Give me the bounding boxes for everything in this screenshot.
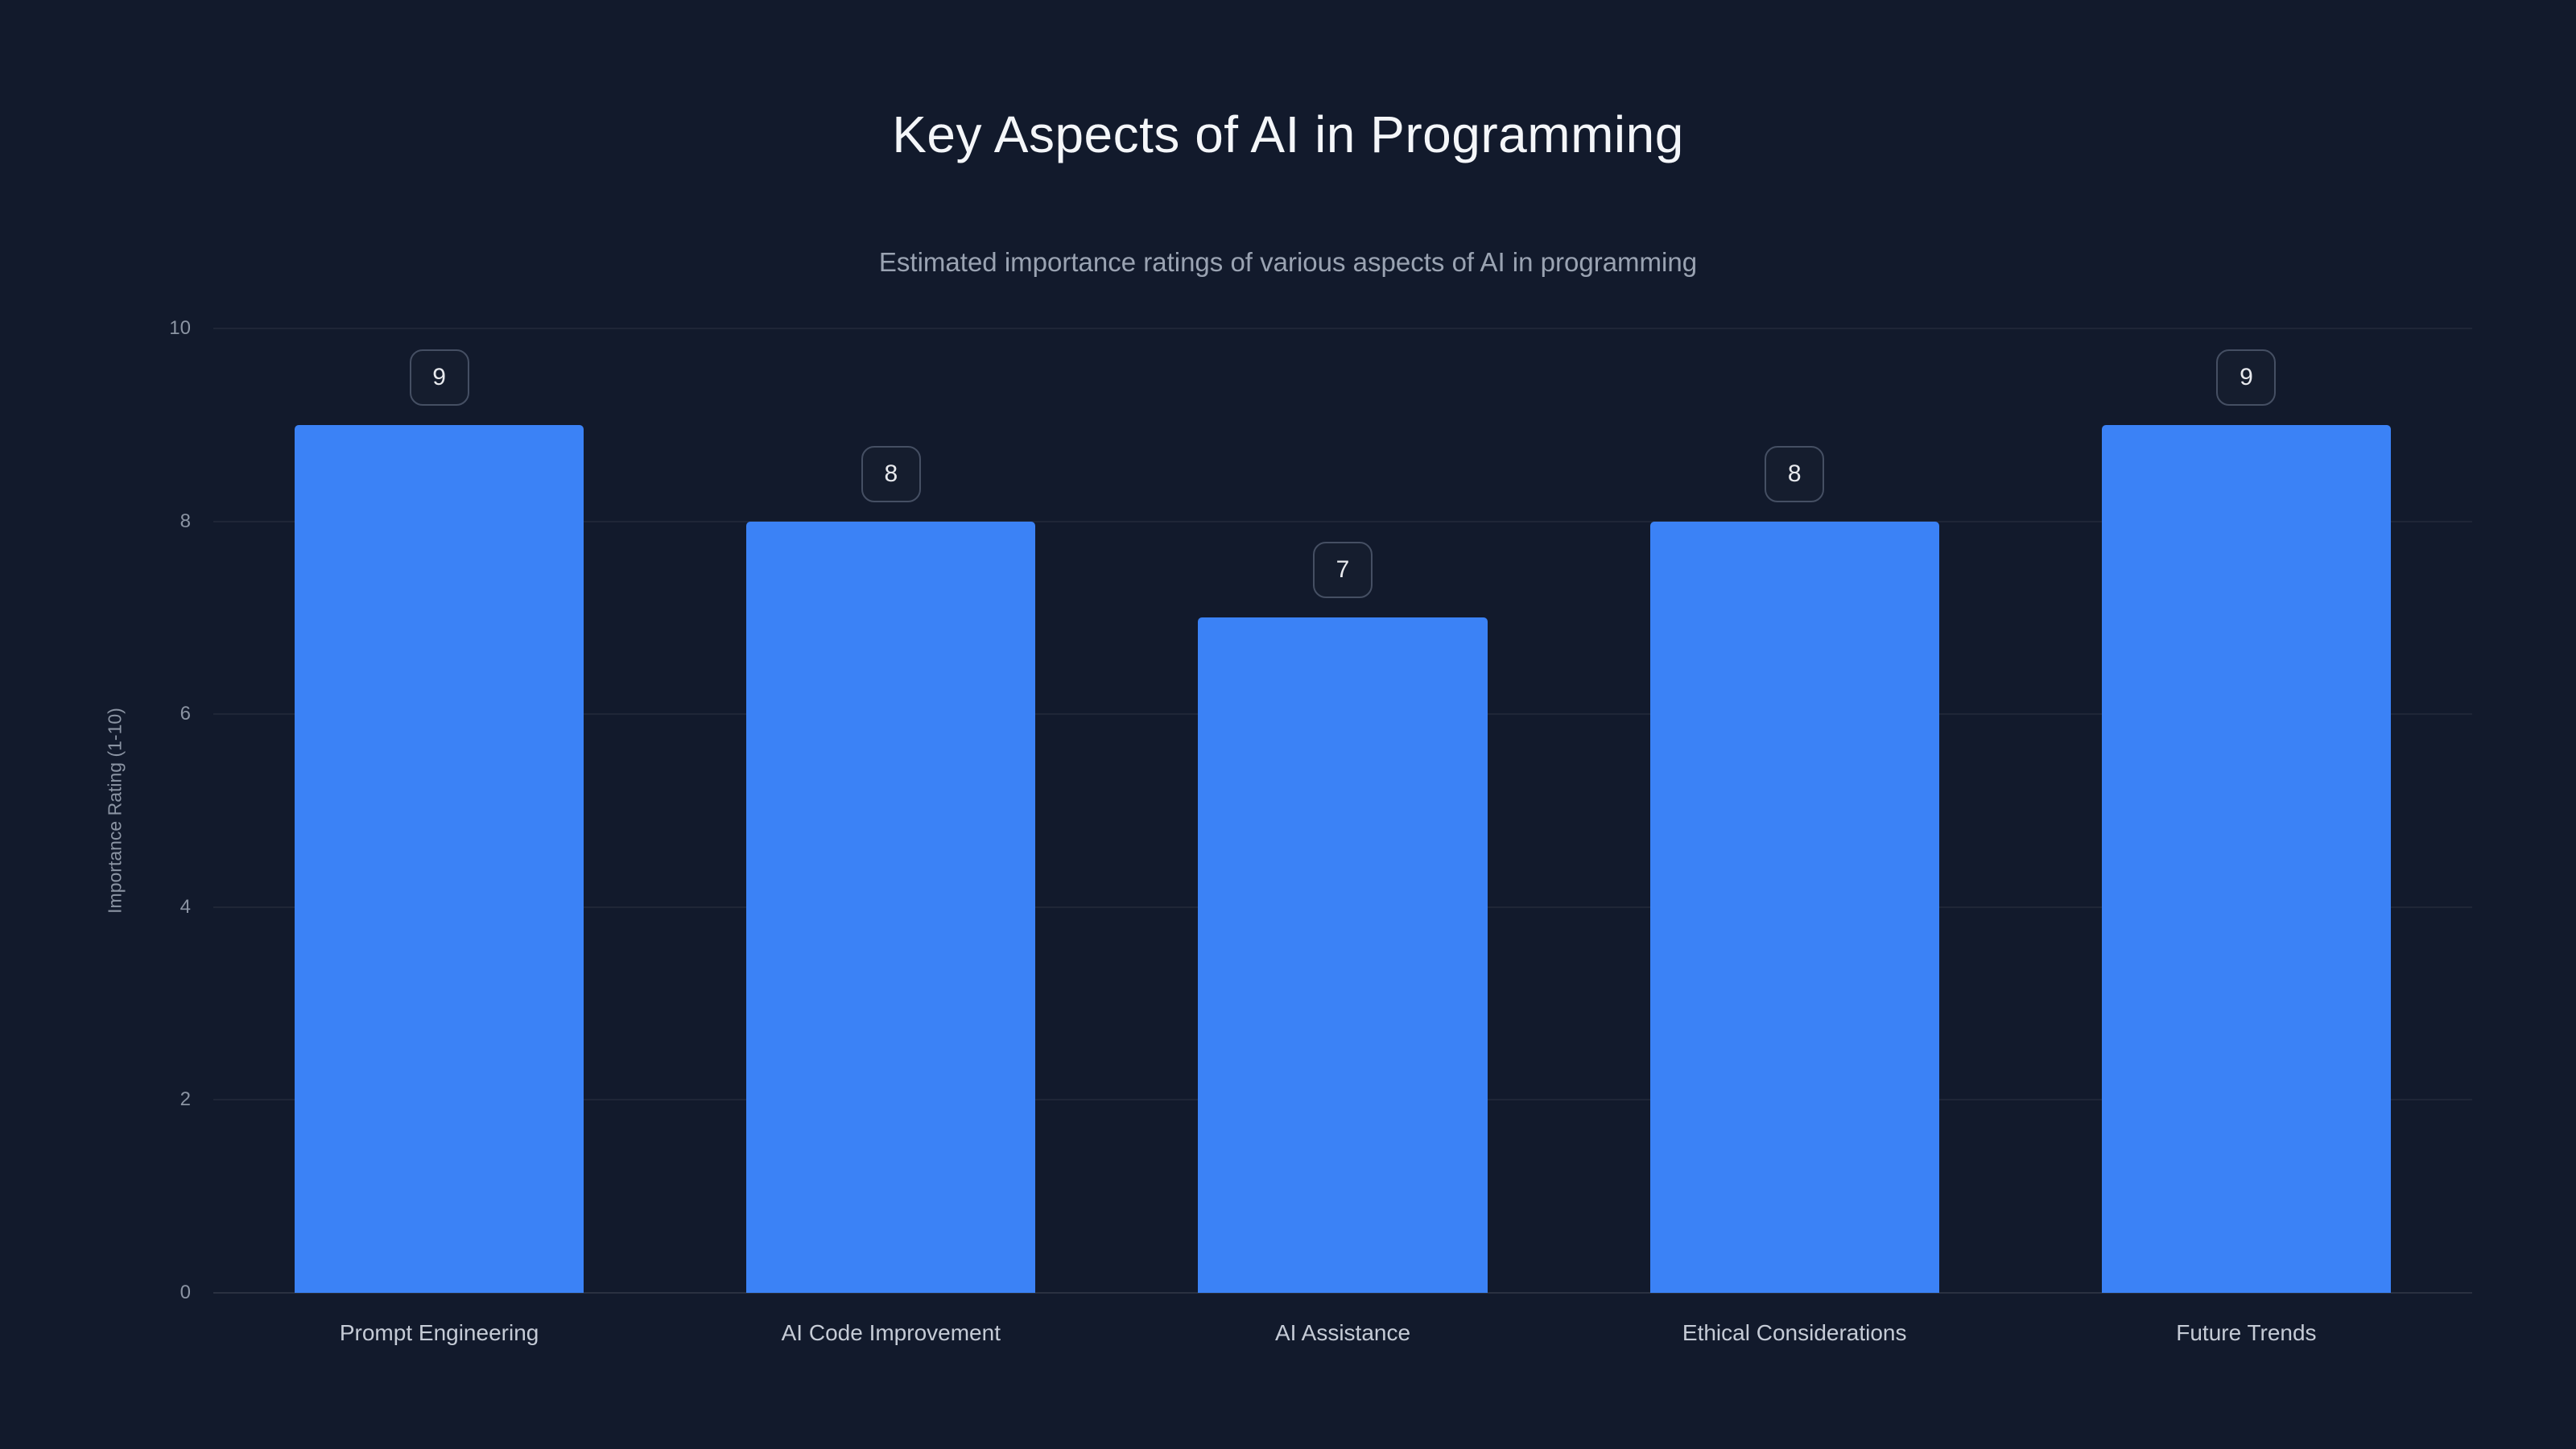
x-category-label: AI Assistance	[1274, 1320, 1411, 1345]
y-tick-label: 4	[180, 895, 191, 918]
bar-slot: 9 Prompt Engineering	[213, 328, 665, 1345]
bar	[1198, 617, 1488, 1293]
value-label-badge: 8	[1765, 445, 1825, 502]
bar-slot: 8 AI Code Improvement	[665, 328, 1117, 1345]
bar	[295, 424, 584, 1293]
y-tick-label: 6	[180, 703, 191, 725]
x-category-label: Prompt Engineering	[339, 1320, 539, 1345]
bar-slot: 8 Ethical Considerations	[1569, 328, 2021, 1345]
gridline	[213, 520, 2472, 522]
bar	[746, 521, 1036, 1293]
y-tick-label: 10	[169, 317, 191, 339]
bar-slot: 9 Future Trends	[2021, 328, 2472, 1345]
value-label-badge: 7	[1313, 542, 1373, 599]
chart-subtitle: Estimated importance ratings of various …	[878, 247, 1698, 277]
x-category-label: Future Trends	[2176, 1320, 2317, 1345]
value-label-badge: 9	[409, 349, 469, 406]
bar	[2101, 424, 2391, 1293]
gridline	[213, 1292, 2472, 1294]
y-tick-label: 8	[180, 510, 191, 532]
plot-area: 0 2 4 6 8 10 9 Prompt Engineering 8 AI Code Impro…	[169, 319, 2472, 1345]
x-category-label: AI Code Improvement	[781, 1320, 1001, 1345]
y-tick-label: 2	[180, 1088, 191, 1111]
y-axis-title: Importance Rating (1-10)	[104, 708, 126, 914]
bar-series: 9 Prompt Engineering 8 AI Code Improvement 7…	[213, 328, 2472, 1345]
value-label-badge: 8	[861, 445, 921, 502]
value-label-badge: 9	[2216, 349, 2277, 406]
x-category-label: Ethical Considerations	[1682, 1320, 1907, 1345]
y-tick-label: 0	[180, 1282, 191, 1303]
chart-title: Key Aspects of AI in Programming	[892, 105, 1684, 163]
gridline	[213, 328, 2472, 329]
bar	[1649, 521, 1939, 1293]
bar-slot: 7 AI Assistance	[1117, 328, 1568, 1345]
